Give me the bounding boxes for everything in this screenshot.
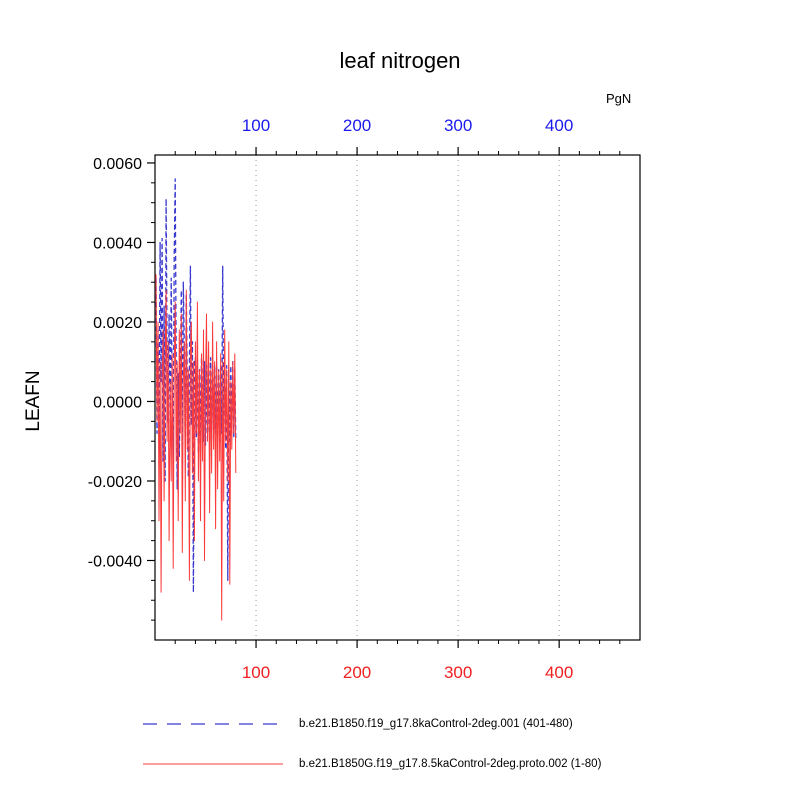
chart-title: leaf nitrogen bbox=[339, 48, 461, 73]
y-tick-label: -0.0020 bbox=[88, 474, 142, 491]
legend: b.e21.B1850.f19_g17.8kaControl-2deg.001 … bbox=[143, 704, 763, 784]
x-tick-label-top: 100 bbox=[242, 116, 270, 135]
series-line-0 bbox=[155, 178, 237, 593]
y-tick-label: 0.0060 bbox=[93, 156, 142, 173]
y-tick-label: -0.0040 bbox=[88, 553, 142, 570]
x-tick-label-top: 200 bbox=[343, 116, 371, 135]
series-line-1 bbox=[155, 274, 237, 621]
x-tick-label-bottom: 200 bbox=[343, 663, 371, 682]
y-tick-label: 0.0020 bbox=[93, 315, 142, 332]
x-tick-label-bottom: 400 bbox=[545, 663, 573, 682]
legend-item: b.e21.B1850.f19_g17.8kaControl-2deg.001 … bbox=[143, 704, 763, 744]
x-tick-label-top: 400 bbox=[545, 116, 573, 135]
y-tick-label: 0.0040 bbox=[93, 235, 142, 252]
y-tick-label: 0.0000 bbox=[93, 394, 142, 411]
x-tick-label-top: 300 bbox=[444, 116, 472, 135]
legend-line-sample bbox=[143, 723, 283, 725]
x-tick-label-bottom: 100 bbox=[242, 663, 270, 682]
legend-item: b.e21.B1850G.f19_g17.8.5kaControl-2deg.p… bbox=[143, 744, 763, 784]
legend-label: b.e21.B1850G.f19_g17.8.5kaControl-2deg.p… bbox=[299, 758, 602, 770]
legend-label: b.e21.B1850.f19_g17.8kaControl-2deg.001 … bbox=[299, 718, 573, 730]
legend-line-sample bbox=[143, 763, 283, 765]
x-tick-label-bottom: 300 bbox=[444, 663, 472, 682]
top-axis-unit-label: PgN bbox=[606, 91, 632, 106]
